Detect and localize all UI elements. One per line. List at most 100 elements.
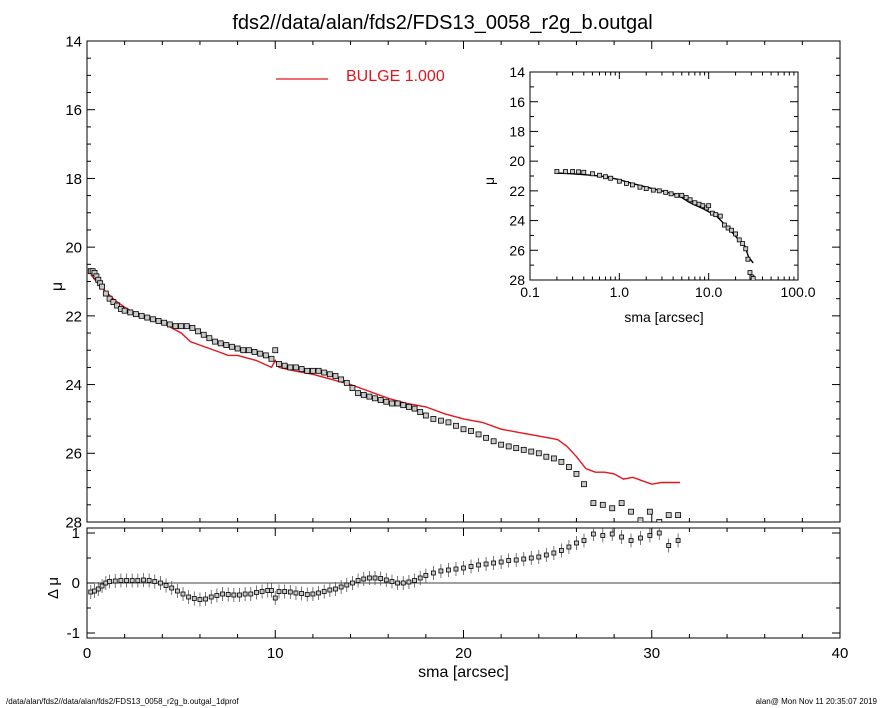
residual-ytick-label: -1	[67, 625, 80, 642]
residual-point	[169, 585, 175, 591]
data-point	[257, 350, 264, 357]
residual-point	[269, 588, 274, 593]
residual-xtick-label: 40	[832, 645, 849, 662]
data-point	[183, 323, 190, 330]
legend-label-bulge: BULGE 1.000	[346, 68, 445, 85]
data-point	[102, 290, 109, 297]
residual-point	[468, 564, 474, 569]
residual-point	[107, 579, 112, 584]
inset-data-point	[597, 172, 602, 178]
data-point	[475, 431, 482, 438]
residual-xtick-label: 30	[643, 645, 660, 662]
residual-point	[372, 575, 378, 581]
data-point	[445, 419, 452, 426]
residual-point	[310, 591, 316, 597]
residual-point	[430, 570, 436, 576]
data-point	[360, 391, 367, 398]
residual-point	[423, 573, 429, 578]
residual-point	[293, 590, 299, 596]
data-point	[149, 316, 156, 323]
residual-point	[675, 538, 681, 543]
residual-point	[521, 556, 527, 562]
residual-ytick-label: 1	[72, 525, 80, 542]
data-point	[240, 347, 247, 354]
inset-data-point	[750, 276, 756, 280]
residual-xtick-label: 0	[83, 645, 91, 662]
data-point	[99, 283, 105, 290]
data-point	[590, 500, 597, 507]
residual-point	[344, 582, 350, 588]
data-point	[133, 311, 139, 318]
residual-point	[483, 561, 489, 567]
data-point	[573, 470, 580, 477]
data-point	[566, 464, 572, 470]
residual-point	[366, 575, 372, 581]
data-point	[372, 395, 378, 402]
inset-data-point	[608, 175, 614, 181]
data-point	[675, 512, 682, 519]
inset-data-point-group	[554, 169, 756, 280]
residual-point	[299, 591, 305, 596]
data-point	[637, 517, 644, 522]
data-point	[195, 328, 201, 335]
data-point	[321, 369, 328, 376]
residual-point	[647, 533, 653, 538]
data-point	[161, 319, 168, 326]
residual-ytick-label: 0	[72, 575, 80, 592]
residual-point	[581, 538, 587, 543]
residual-xtick-label: 10	[267, 645, 284, 662]
residual-point	[590, 531, 596, 537]
residual-point	[361, 576, 367, 582]
residual-point	[574, 540, 579, 546]
residual-point	[536, 554, 542, 560]
data-point	[520, 446, 527, 453]
data-point	[229, 343, 235, 350]
data-point	[343, 379, 350, 386]
main-ytick-label: 24	[65, 377, 82, 394]
data-point	[665, 512, 672, 519]
residual-point	[638, 535, 643, 541]
footer-timestamp: alan@ Mon Nov 11 20:35:07 2019	[755, 697, 877, 706]
residual-point	[180, 591, 186, 597]
inset-xtick-label: 10.0	[695, 284, 722, 300]
residual-point	[163, 583, 169, 588]
residual-point	[406, 579, 412, 585]
data-point	[234, 345, 241, 352]
inset-ytick-label: 28	[509, 272, 525, 288]
residual-point	[124, 578, 129, 583]
data-point	[490, 438, 497, 445]
residual-point	[118, 578, 124, 583]
inset-data-point	[713, 212, 719, 218]
inset-data-point	[668, 191, 674, 197]
main-ytick-label: 28	[65, 514, 82, 531]
inset-data-point	[590, 171, 595, 177]
data-point	[513, 445, 520, 452]
inset-ytick-label: 14	[509, 64, 525, 80]
residual-point	[146, 578, 152, 583]
data-point-group	[87, 268, 682, 522]
residual-point	[174, 588, 180, 594]
residual-point	[225, 592, 231, 597]
data-point	[528, 448, 535, 455]
inset-data-point	[674, 192, 680, 198]
data-point	[400, 402, 407, 409]
inset-data-point	[692, 200, 698, 206]
inset-data-point	[745, 256, 751, 262]
inset-data-point	[706, 203, 712, 209]
residual-point	[282, 589, 288, 594]
residual-point	[378, 576, 384, 581]
data-point	[349, 385, 356, 391]
residual-point	[158, 580, 163, 586]
residual-point	[242, 591, 248, 597]
data-point	[609, 505, 616, 512]
residual-point	[389, 579, 395, 584]
main-ytick-label: 14	[65, 33, 82, 50]
inset-data-point	[554, 169, 560, 174]
inset-data-point	[663, 189, 669, 195]
data-point	[309, 367, 316, 374]
residual-point	[400, 580, 406, 586]
residual-xtick-label: 20	[455, 645, 472, 662]
residual-point	[129, 578, 135, 583]
residual-point	[666, 543, 672, 548]
residual-point	[551, 550, 557, 556]
